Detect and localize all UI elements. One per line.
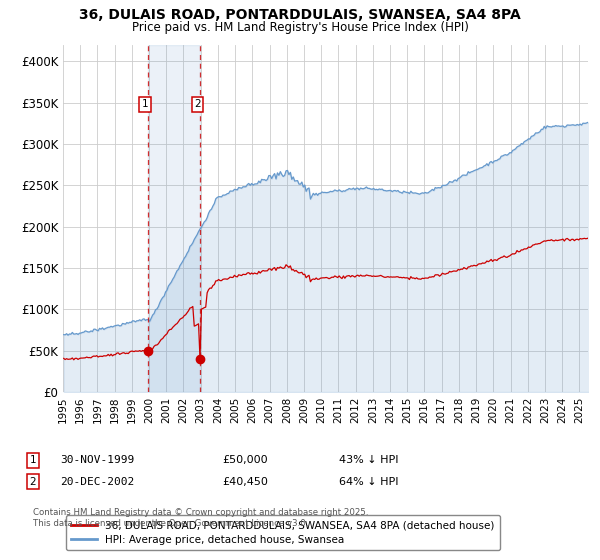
Text: 20-DEC-2002: 20-DEC-2002 [60, 477, 134, 487]
Text: 36, DULAIS ROAD, PONTARDDULAIS, SWANSEA, SA4 8PA: 36, DULAIS ROAD, PONTARDDULAIS, SWANSEA,… [79, 8, 521, 22]
Bar [148, 45, 200, 392]
Legend: 36, DULAIS ROAD, PONTARDDULAIS, SWANSEA, SA4 8PA (detached house), HPI: Average : 36, DULAIS ROAD, PONTARDDULAIS, SWANSEA,… [65, 515, 500, 550]
Text: 1: 1 [142, 99, 148, 109]
Text: 1: 1 [29, 455, 37, 465]
Text: 2: 2 [194, 99, 201, 109]
Text: £40,450: £40,450 [222, 477, 268, 487]
Text: 64% ↓ HPI: 64% ↓ HPI [339, 477, 398, 487]
Text: 2: 2 [29, 477, 37, 487]
Text: Contains HM Land Registry data © Crown copyright and database right 2025.
This d: Contains HM Land Registry data © Crown c… [33, 508, 368, 528]
Text: 30-NOV-1999: 30-NOV-1999 [60, 455, 134, 465]
Text: Price paid vs. HM Land Registry's House Price Index (HPI): Price paid vs. HM Land Registry's House … [131, 21, 469, 34]
Text: 43% ↓ HPI: 43% ↓ HPI [339, 455, 398, 465]
Text: £50,000: £50,000 [222, 455, 268, 465]
